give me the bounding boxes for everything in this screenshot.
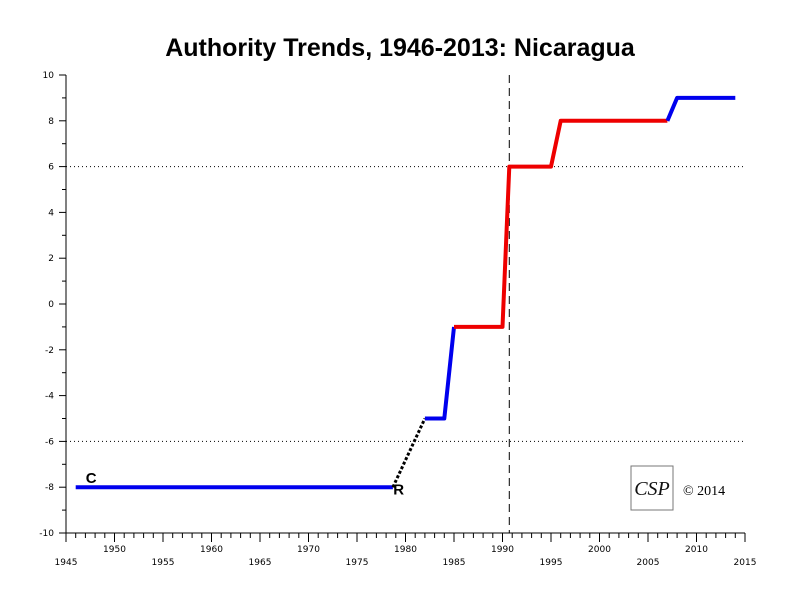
x-tick-label: 1985 [443,558,466,568]
x-tick-label: 2010 [685,545,708,555]
logo-lettering: CSP [634,478,670,500]
data-series-line [391,417,427,488]
data-series-line [665,95,736,122]
y-tick-label: -6 [45,437,54,447]
x-tick-label: 1970 [297,545,320,555]
x-tick-label: 1980 [394,545,417,555]
event-marker-label: C [86,470,97,487]
x-tick-label: 1955 [152,558,175,568]
logo-box [630,465,674,511]
x-tick-label: 2005 [637,558,660,568]
y-tick-label: 2 [48,254,54,264]
y-tick-label: 6 [48,163,54,173]
x-tick-label: 2000 [588,545,611,555]
event-marker-label: R [393,481,404,498]
copyright-text: © 2014 [683,484,725,499]
x-tick-label: 2015 [734,558,757,568]
x-tick-label: 1945 [55,558,78,568]
x-tick-label: 1965 [249,558,272,568]
y-tick-label: -10 [39,529,54,539]
x-tick-label: 1950 [103,545,126,555]
y-tick-label: 10 [43,71,55,81]
x-tick-label: 1975 [346,558,369,568]
x-tick-label: 1995 [540,558,563,568]
data-series-line [454,118,668,329]
x-tick-label: 1960 [200,545,223,555]
x-tick-label: 1990 [491,545,514,555]
y-tick-label: 0 [48,300,54,310]
csp-logo: CSP [630,465,674,511]
chart-title: Authority Trends, 1946-2013: Nicaragua [165,34,635,62]
y-tick-label: 8 [48,117,54,127]
y-tick-label: -8 [45,483,54,493]
data-series-line [424,326,456,421]
y-tick-label: -2 [45,346,54,356]
y-tick-label: 4 [48,208,54,218]
y-tick-label: -4 [45,392,54,402]
